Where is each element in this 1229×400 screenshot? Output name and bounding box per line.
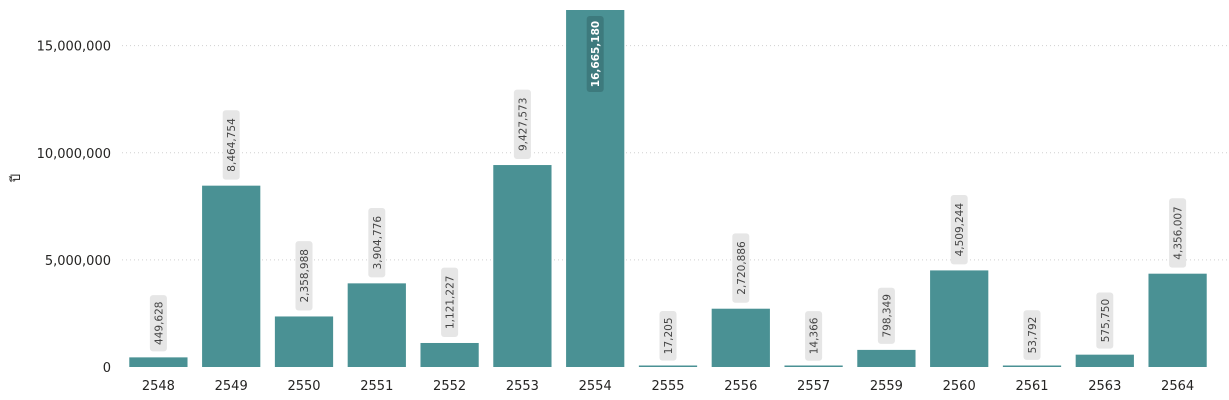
data-label-background <box>1023 310 1041 360</box>
bar <box>274 316 334 367</box>
data-label-group: 4,509,244 <box>950 195 968 265</box>
data-label-background <box>805 311 823 361</box>
x-tick-label: 2555 <box>651 379 684 394</box>
y-tick-label: 5,000,000 <box>45 254 111 269</box>
data-label: 3,904,776 <box>372 216 384 270</box>
data-label-group: 4,356,007 <box>1169 198 1187 268</box>
x-tick-label: 2559 <box>870 379 903 394</box>
bar <box>202 185 261 367</box>
data-label-background <box>950 195 968 265</box>
data-label-background <box>659 311 677 361</box>
y-tick-label: 10,000,000 <box>37 147 111 162</box>
x-tick-label: 2551 <box>360 379 393 394</box>
bar <box>1148 273 1207 367</box>
data-label-group: 2,720,886 <box>732 233 750 303</box>
data-label-background <box>513 89 531 160</box>
bar <box>711 308 770 367</box>
data-label-group: 53,792 <box>1023 310 1041 360</box>
x-tick-label: 2564 <box>1161 379 1194 394</box>
bar <box>1002 365 1062 367</box>
x-tick-label: 2560 <box>943 379 976 394</box>
x-tick-label: 2549 <box>215 379 248 394</box>
data-label: 575,750 <box>1100 299 1112 342</box>
bar <box>1075 354 1134 367</box>
y-axis-ticks: 0 5,000,000 10,000,000 15,000,000 <box>37 40 111 376</box>
y-tick-label: 15,000,000 <box>37 40 111 55</box>
bar <box>784 365 843 367</box>
x-tick-label: 2550 <box>287 379 320 394</box>
y-axis-title: ปี <box>8 174 24 183</box>
data-label-group: 16,665,180 <box>586 16 604 92</box>
data-label-background <box>222 110 240 180</box>
x-tick-label: 2553 <box>506 379 539 394</box>
data-label: 2,358,988 <box>299 249 311 302</box>
x-tick-label: 2548 <box>142 379 175 394</box>
data-label: 1,121,227 <box>445 276 457 329</box>
data-label: 16,665,180 <box>590 21 602 87</box>
y-tick-label: 0 <box>103 361 111 376</box>
data-label-background <box>295 241 313 311</box>
x-tick-label: 2557 <box>797 379 830 394</box>
gridlines <box>122 45 1229 261</box>
data-label-group: 1,121,227 <box>441 267 459 337</box>
bar <box>129 357 188 367</box>
bar <box>857 349 916 367</box>
x-tick-label: 2563 <box>1088 379 1121 394</box>
data-label: 8,464,754 <box>226 118 238 172</box>
data-label: 449,628 <box>153 302 165 345</box>
data-label-background <box>368 207 386 278</box>
x-tick-label: 2556 <box>724 379 757 394</box>
data-label-background <box>732 233 750 303</box>
x-axis-ticks: 2548 2549 2550 2551 2552 2553 2554 2555 2556 2557… <box>142 379 1194 394</box>
data-label-background <box>1096 292 1114 349</box>
data-label: 14,366 <box>809 317 821 354</box>
data-label: 798,349 <box>881 294 893 337</box>
data-label: 4,356,007 <box>1173 206 1185 259</box>
data-labels: 449,628 8,464,754 2,358,988 3,904,776 1,121,… <box>149 16 1187 361</box>
data-label-background <box>149 295 167 352</box>
bar <box>347 283 406 367</box>
data-label-background <box>441 267 459 337</box>
data-label: 17,205 <box>663 317 675 354</box>
x-tick-label: 2554 <box>579 379 612 394</box>
data-label-group: 8,464,754 <box>222 110 240 180</box>
x-tick-label: 2552 <box>433 379 466 394</box>
data-label-group: 17,205 <box>659 311 677 361</box>
data-label: 9,427,573 <box>517 98 529 151</box>
data-label-background <box>877 287 895 344</box>
data-label-group: 2,358,988 <box>295 241 313 311</box>
data-label: 4,509,244 <box>954 203 966 257</box>
data-label-group: 575,750 <box>1096 292 1114 349</box>
bar <box>420 342 479 367</box>
data-label-background <box>586 16 604 92</box>
bar <box>493 165 552 367</box>
data-label: 53,792 <box>1027 317 1039 354</box>
data-label: 2,720,886 <box>736 241 748 295</box>
data-label-group: 14,366 <box>805 311 823 361</box>
bar <box>930 270 989 367</box>
data-label-group: 449,628 <box>149 295 167 352</box>
data-label-background <box>1169 198 1187 268</box>
data-label-group: 9,427,573 <box>513 89 531 160</box>
bar <box>638 365 698 367</box>
data-label-group: 3,904,776 <box>368 207 386 278</box>
x-tick-label: 2561 <box>1015 379 1048 394</box>
data-label-group: 798,349 <box>877 287 895 344</box>
